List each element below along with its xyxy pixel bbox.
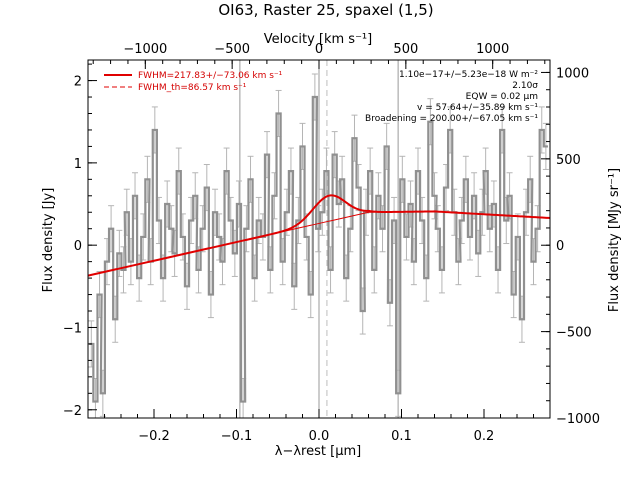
x2-axis-title: Velocity [km s⁻¹] [264,32,372,47]
y-tick-label: −1 [63,321,82,336]
y2-tick-label: 0 [556,239,564,254]
x-tick-label: −0.2 [138,429,170,444]
x-tick-label: 0.2 [474,429,495,444]
y2-axis-title: Flux density [MJy sr⁻¹] [607,168,622,312]
y-axis-title: Flux density [Jy] [41,188,56,293]
x2-tick-label: 0 [315,42,323,57]
chart-title: OI63, Raster 25, spaxel (1,5) [218,1,433,19]
x-tick-label: −0.1 [221,429,253,444]
x2-tick-label: 1000 [476,42,509,57]
y2-tick-label: −500 [556,326,592,341]
x2-tick-label: −1000 [123,42,167,57]
fit-annotation: EQW = 0.02 μm [466,92,538,102]
fit-annotation: 2.10σ [512,81,538,91]
y-tick-label: 0 [74,239,82,254]
legend-label: FWHM_th=86.57 km s⁻¹ [138,83,247,93]
x-axis-title: λ−λrest [μm] [275,444,361,459]
y2-tick-label: 500 [556,153,581,168]
x-tick-label: 0.0 [309,429,330,444]
x2-tick-label: 500 [393,42,418,57]
fit-total-line [88,194,550,277]
fit-annotation: 1.10e−17+/−5.23e−18 W m⁻² [399,70,538,80]
y-tick-label: 2 [74,75,82,90]
fit-annotation: v = 57.64+/−35.89 km s⁻¹ [417,103,538,113]
x2-tick-label: −500 [214,42,250,57]
data-step-line [89,95,548,403]
plot-area [88,60,550,418]
y2-tick-label: −1000 [556,412,600,427]
y2-tick-label: 1000 [556,66,589,81]
axes: −0.2 −0.1 0.0 0.1 0.2 −1000 −500 0 500 1000 −2 −1 0 1… [63,42,600,444]
y-tick-label: 1 [74,157,82,172]
fit-annotation: Broadening = 200.00+/−67.05 km s⁻¹ [365,114,538,124]
y-tick-label: −2 [63,404,82,419]
legend-label: FWHM=217.83+/−73.06 km s⁻¹ [138,71,283,81]
x-tick-label: 0.1 [391,429,412,444]
